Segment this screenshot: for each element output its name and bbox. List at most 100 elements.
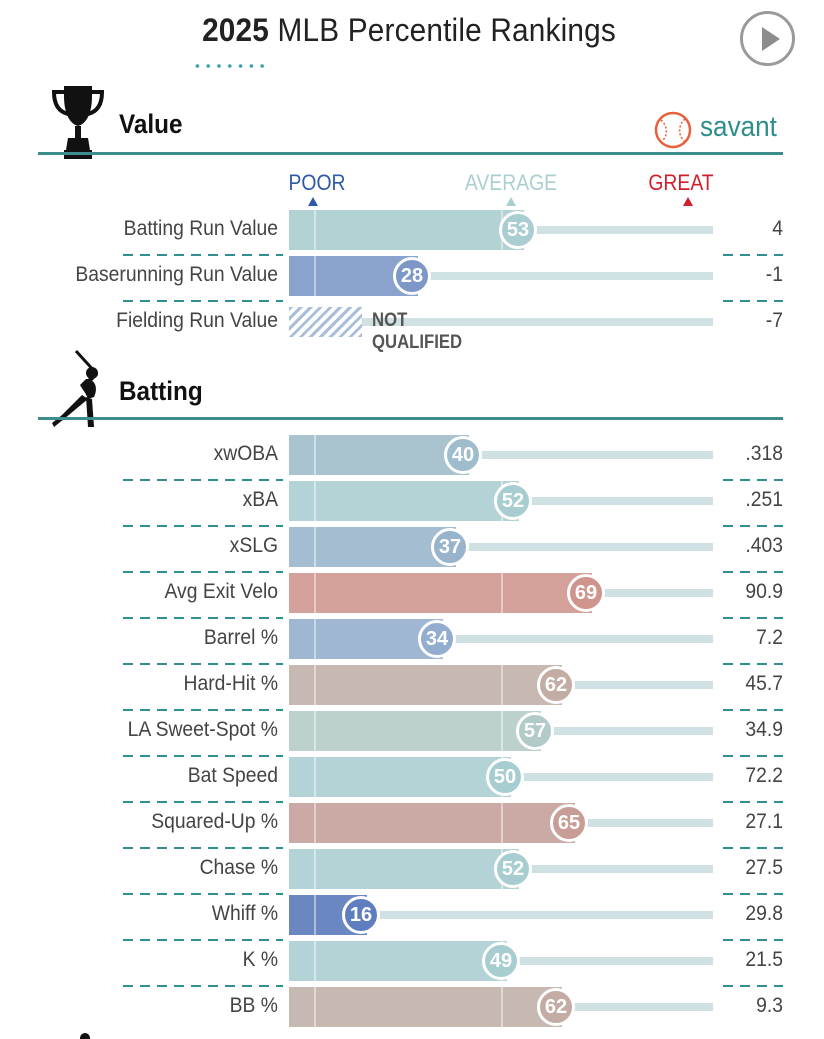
value-section-divider <box>38 152 783 155</box>
percentile-badge: 52 <box>494 850 532 888</box>
poor-line <box>314 757 316 797</box>
title-text: MLB Percentile Rankings <box>277 12 616 48</box>
row-divider-right <box>723 939 783 941</box>
row-divider-left <box>123 709 283 711</box>
percentile-badge: 50 <box>486 758 524 796</box>
play-icon <box>762 27 780 51</box>
row-divider-left <box>123 847 283 849</box>
percentile-bar <box>289 665 562 705</box>
percentile-bar <box>289 941 507 981</box>
percentile-badge: 49 <box>482 942 520 980</box>
metric-label: K % <box>242 948 278 971</box>
row-divider-left <box>123 479 283 481</box>
row-divider-right <box>723 801 783 803</box>
row-divider-left <box>123 939 283 941</box>
percentile-bar <box>289 210 524 250</box>
row-divider-left <box>123 801 283 803</box>
row-divider-right <box>723 525 783 527</box>
play-button[interactable] <box>740 11 795 66</box>
metric-value: 9.3 <box>756 994 783 1017</box>
row-divider-left <box>123 893 283 895</box>
percentile-badge: 69 <box>567 574 605 612</box>
not-qualified-label: NOT QUALIFIED <box>372 310 463 353</box>
percentile-track <box>289 635 713 643</box>
row-divider-left <box>123 571 283 573</box>
metric-value: 90.9 <box>745 580 783 603</box>
percentile-bar <box>289 481 519 521</box>
percentile-badge: 16 <box>342 896 380 934</box>
percentile-track <box>289 911 713 919</box>
metric-label: Batting Run Value <box>123 217 279 240</box>
average-line <box>501 803 503 843</box>
percentile-bar <box>289 803 575 843</box>
metric-label: Squared-Up % <box>151 810 278 833</box>
percentile-bar <box>289 757 511 797</box>
page-title: 2025 MLB Percentile Rankings <box>29 12 790 49</box>
metric-value: 34.9 <box>745 718 783 741</box>
batting-section-title: Batting <box>119 376 203 406</box>
percentile-badge: 62 <box>537 666 575 704</box>
savant-logo-text: savant <box>700 111 777 143</box>
percentile-badge: 65 <box>550 804 588 842</box>
metric-value: .403 <box>745 534 783 557</box>
batting-section-divider <box>38 417 783 420</box>
metric-label: LA Sweet-Spot % <box>127 718 279 741</box>
metric-value: 27.5 <box>745 856 783 879</box>
scale-average-label: AVERAGE <box>464 170 558 195</box>
percentile-badge: 28 <box>393 257 431 295</box>
metric-label: Whiff % <box>211 902 278 925</box>
metric-value: -1 <box>765 263 783 286</box>
row-divider-left <box>123 254 283 256</box>
row-divider-left <box>123 985 283 987</box>
metric-label: Hard-Hit % <box>183 672 278 695</box>
poor-line <box>314 210 316 250</box>
next-section-icon <box>80 1033 90 1039</box>
metric-label: Avg Exit Velo <box>164 580 278 603</box>
percentile-badge: 53 <box>499 211 537 249</box>
value-section-title: Value <box>119 109 183 139</box>
poor-line <box>314 711 316 751</box>
batter-icon <box>52 349 98 427</box>
percentile-bar <box>289 619 443 659</box>
row-divider-right <box>723 617 783 619</box>
poor-line <box>314 527 316 567</box>
row-divider-right <box>723 300 783 302</box>
row-divider-right <box>723 479 783 481</box>
scale-average-marker <box>506 197 516 206</box>
scale-great-label: GREAT <box>648 170 714 195</box>
metric-value: .251 <box>745 488 783 511</box>
percentile-bar <box>289 527 456 567</box>
poor-line <box>314 803 316 843</box>
percentile-bar <box>289 435 469 475</box>
row-divider-right <box>723 709 783 711</box>
row-divider-right <box>723 571 783 573</box>
percentile-badge: 40 <box>444 436 482 474</box>
percentile-bar <box>289 711 541 751</box>
average-line <box>501 665 503 705</box>
row-divider-right <box>723 254 783 256</box>
metric-label: BB % <box>229 994 278 1017</box>
percentile-track <box>289 543 713 551</box>
poor-line <box>314 573 316 613</box>
percentile-badge: 52 <box>494 482 532 520</box>
metric-label: Fielding Run Value <box>116 309 278 332</box>
percentile-bar <box>289 849 519 889</box>
row-divider-right <box>723 663 783 665</box>
trophy-icon <box>51 86 105 159</box>
metric-value: .318 <box>745 442 783 465</box>
metric-value: 29.8 <box>745 902 783 925</box>
average-line <box>501 573 503 613</box>
baseball-icon <box>654 111 692 149</box>
scale-great-marker <box>683 197 693 206</box>
percentile-bar <box>289 987 562 1027</box>
scale-poor-marker <box>308 197 318 206</box>
row-divider-right <box>723 755 783 757</box>
percentile-badge: 34 <box>418 620 456 658</box>
title-year: 2025 <box>202 12 270 48</box>
metric-value: 45.7 <box>745 672 783 695</box>
metric-label: xSLG <box>229 534 278 557</box>
metric-label: xBA <box>242 488 278 511</box>
metric-value: -7 <box>765 309 783 332</box>
row-divider-right <box>723 893 783 895</box>
metric-label: Baserunning Run Value <box>75 263 278 286</box>
